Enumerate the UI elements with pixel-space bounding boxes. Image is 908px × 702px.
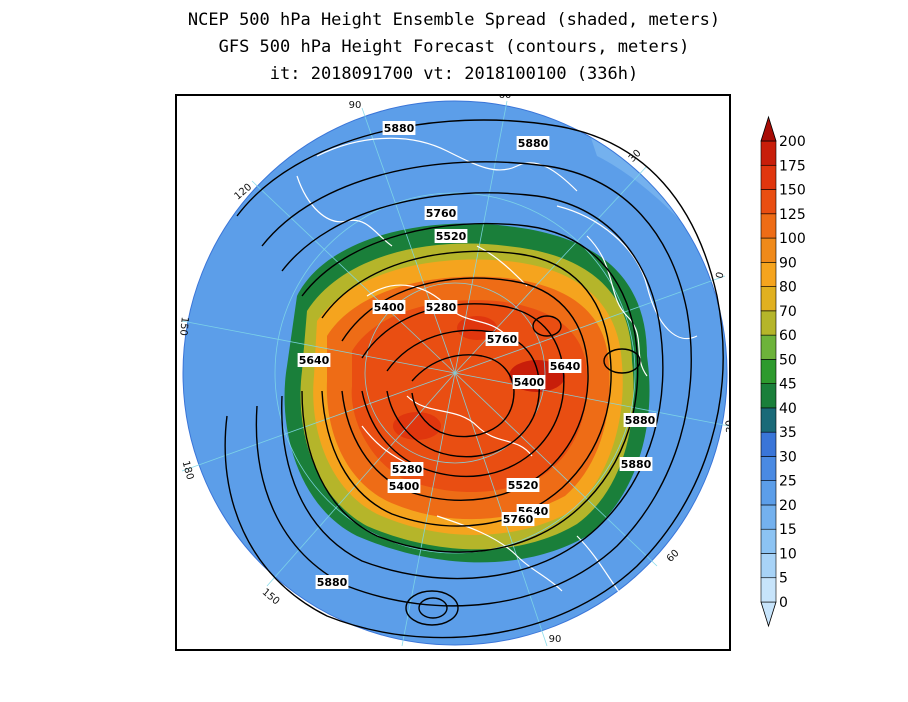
longitude-label: 0 <box>714 271 726 280</box>
svg-text:5880: 5880 <box>621 458 652 471</box>
contour-label: 5280 <box>390 462 424 476</box>
colorbar-swatch <box>760 456 777 481</box>
contour-label: 5400 <box>372 300 406 314</box>
colorbar-label: 90 <box>779 255 797 271</box>
svg-text:5880: 5880 <box>518 137 549 150</box>
svg-text:5400: 5400 <box>374 301 405 314</box>
colorbar-swatch <box>760 310 777 336</box>
svg-text:5880: 5880 <box>317 576 348 589</box>
colorbar-swatch <box>760 383 777 409</box>
svg-text:5760: 5760 <box>503 513 534 526</box>
colorbar-swatch <box>760 407 777 433</box>
colorbar-label: 80 <box>779 280 797 296</box>
colorbar-label: 20 <box>779 498 797 514</box>
chart-subtitle: GFS 500 hPa Height Forecast (contours, m… <box>218 37 690 57</box>
svg-text:5280: 5280 <box>392 463 423 476</box>
svg-text:5400: 5400 <box>514 376 545 389</box>
colorbar-label: 70 <box>779 304 797 320</box>
colorbar-label: 50 <box>779 352 797 368</box>
longitude-label: 90 <box>349 100 362 111</box>
contour-label: 5880 <box>315 575 349 589</box>
colorbar-label: 100 <box>779 231 806 247</box>
longitude-label: 90 <box>549 634 562 645</box>
forecast-time-line: it: 2018091700 vt: 2018100100 (336h) <box>269 64 639 84</box>
contour-label: 5760 <box>424 206 458 220</box>
colorbar-swatch <box>760 480 777 506</box>
polar-map: 5880 5880 5760 5520 5400 5280 5760 5640 5640 5400… <box>177 96 729 647</box>
contour-label: 5880 <box>382 121 416 135</box>
colorbar-swatch <box>760 577 777 603</box>
colorbar-swatch <box>760 431 777 457</box>
colorbar-label: 60 <box>779 328 797 344</box>
colorbar-label: 30 <box>779 449 797 465</box>
colorbar-swatch <box>760 262 777 287</box>
svg-text:5640: 5640 <box>550 360 581 373</box>
colorbar-swatch <box>760 359 777 384</box>
contour-label: 5880 <box>619 457 653 471</box>
contour-label: 5760 <box>485 332 519 346</box>
contour-label: 5520 <box>434 229 468 243</box>
contour-label: 5400 <box>387 479 421 493</box>
colorbar-swatch <box>760 164 777 190</box>
colorbar-label: 25 <box>779 474 797 490</box>
svg-text:5760: 5760 <box>426 207 457 220</box>
contour-label-group: 5880 5880 5760 5520 5400 5280 5760 5640 5640 5400… <box>297 121 657 589</box>
contour-label: 5520 <box>506 478 540 492</box>
spread-max-3 <box>393 412 441 440</box>
colorbar-label: 0 <box>779 595 788 611</box>
svg-text:5400: 5400 <box>389 480 420 493</box>
longitude-label: 30 <box>724 419 729 433</box>
svg-text:5880: 5880 <box>625 414 656 427</box>
contour-label: 5640 <box>548 359 582 373</box>
colorbar-label: 45 <box>779 377 797 393</box>
svg-text:5520: 5520 <box>436 230 467 243</box>
svg-text:5280: 5280 <box>426 301 457 314</box>
contour-label: 5400 <box>512 375 546 389</box>
colorbar-label: 35 <box>779 425 797 441</box>
colorbar-swatch <box>760 286 777 312</box>
colorbar-label: 125 <box>779 207 806 223</box>
map-disk-edge <box>182 100 728 646</box>
colorbar-swatch <box>760 528 777 554</box>
map-panel: 5880 5880 5760 5520 5400 5280 5760 5640 5640 5400… <box>175 94 731 651</box>
colorbar-swatch <box>760 601 777 628</box>
colorbar-label: 10 <box>779 546 797 562</box>
contour-label: 5640 <box>297 353 331 367</box>
colorbar-swatch <box>760 213 777 239</box>
contour-label: 5880 <box>516 136 550 150</box>
svg-text:5880: 5880 <box>384 122 415 135</box>
colorbar-label: 150 <box>779 183 806 199</box>
colorbar-label: 200 <box>779 134 806 150</box>
svg-text:5760: 5760 <box>487 333 518 346</box>
graticule <box>181 100 729 647</box>
svg-text:5640: 5640 <box>299 354 330 367</box>
colorbar-label: 15 <box>779 522 797 538</box>
colorbar-label: 5 <box>779 571 788 587</box>
contour-label: 5760 <box>501 512 535 526</box>
contour-label: 5280 <box>424 300 458 314</box>
colorbar-swatch <box>760 553 777 579</box>
colorbar-swatch <box>760 115 777 142</box>
colorbar-swatch <box>760 237 777 263</box>
svg-text:5520: 5520 <box>508 479 539 492</box>
coastlines <box>296 137 698 627</box>
colorbar-swatch <box>760 334 777 360</box>
longitude-label: 180 <box>180 460 196 481</box>
longitude-label: 60 <box>499 96 512 101</box>
colorbar-swatch <box>760 504 777 530</box>
colorbar-label: 175 <box>779 158 806 174</box>
colorbar-swatch <box>760 189 777 215</box>
longitude-label: 150 <box>177 316 190 336</box>
colorbar-label: 40 <box>779 401 797 417</box>
chart-title: NCEP 500 hPa Height Ensemble Spread (sha… <box>187 10 721 30</box>
contour-label: 5880 <box>623 413 657 427</box>
colorbar-swatch <box>760 140 777 166</box>
